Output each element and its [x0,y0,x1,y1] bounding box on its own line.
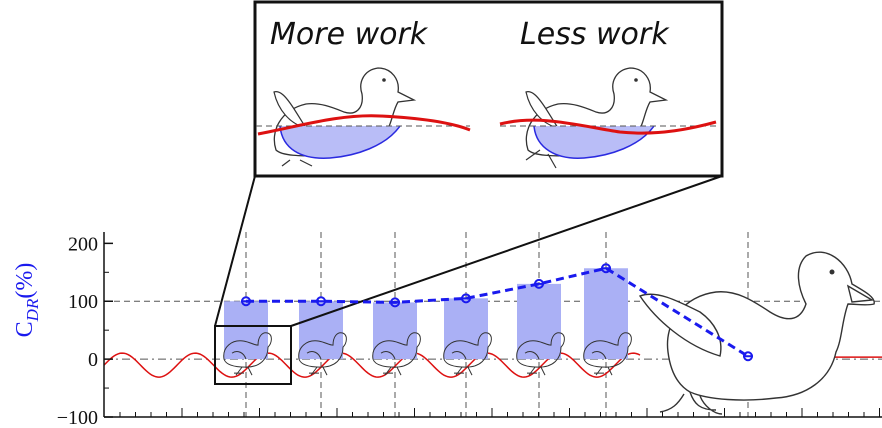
bars-layer [224,268,768,360]
duckling-icon [516,332,565,376]
duck-icon [638,251,875,415]
bar [224,301,268,360]
inset-panel: More work Less work [253,0,724,178]
duckling-icon [443,332,492,376]
ducklings-layer [223,332,632,376]
series-markers [241,263,753,362]
bar [517,283,561,360]
zoom-connector-left [214,175,256,327]
duckling-icon [223,332,272,376]
duckling-icon [372,332,421,376]
y-axis-label-sub: DR [23,298,42,322]
y-axis-label: CDR(%) [12,263,42,338]
y-axis-label-unit: (%) [12,263,38,299]
inset-right-label: Less work [520,17,670,52]
y-axis-label-main: C [12,321,38,337]
duck-more-work-icon [256,67,471,167]
y-tick-label: 100 [68,291,98,313]
duckling-icon [298,332,347,376]
y-axis: 200 100 0 −100 [57,232,113,428]
zoom-connector-right [290,175,723,327]
duckling-icon [583,332,632,376]
y-tick-label: −100 [57,407,98,428]
duck-less-work-icon [499,67,717,169]
zoom-box [214,325,292,385]
bar [373,302,417,360]
zoom-callout [214,175,723,385]
y-tick-label: 0 [88,349,98,371]
bar [584,268,628,360]
svg-text:CDR(%): CDR(%) [12,263,42,338]
y-tick-label: 200 [68,233,98,255]
bar [444,298,488,360]
inset-left-label: More work [270,17,429,52]
x-axis [104,408,882,418]
